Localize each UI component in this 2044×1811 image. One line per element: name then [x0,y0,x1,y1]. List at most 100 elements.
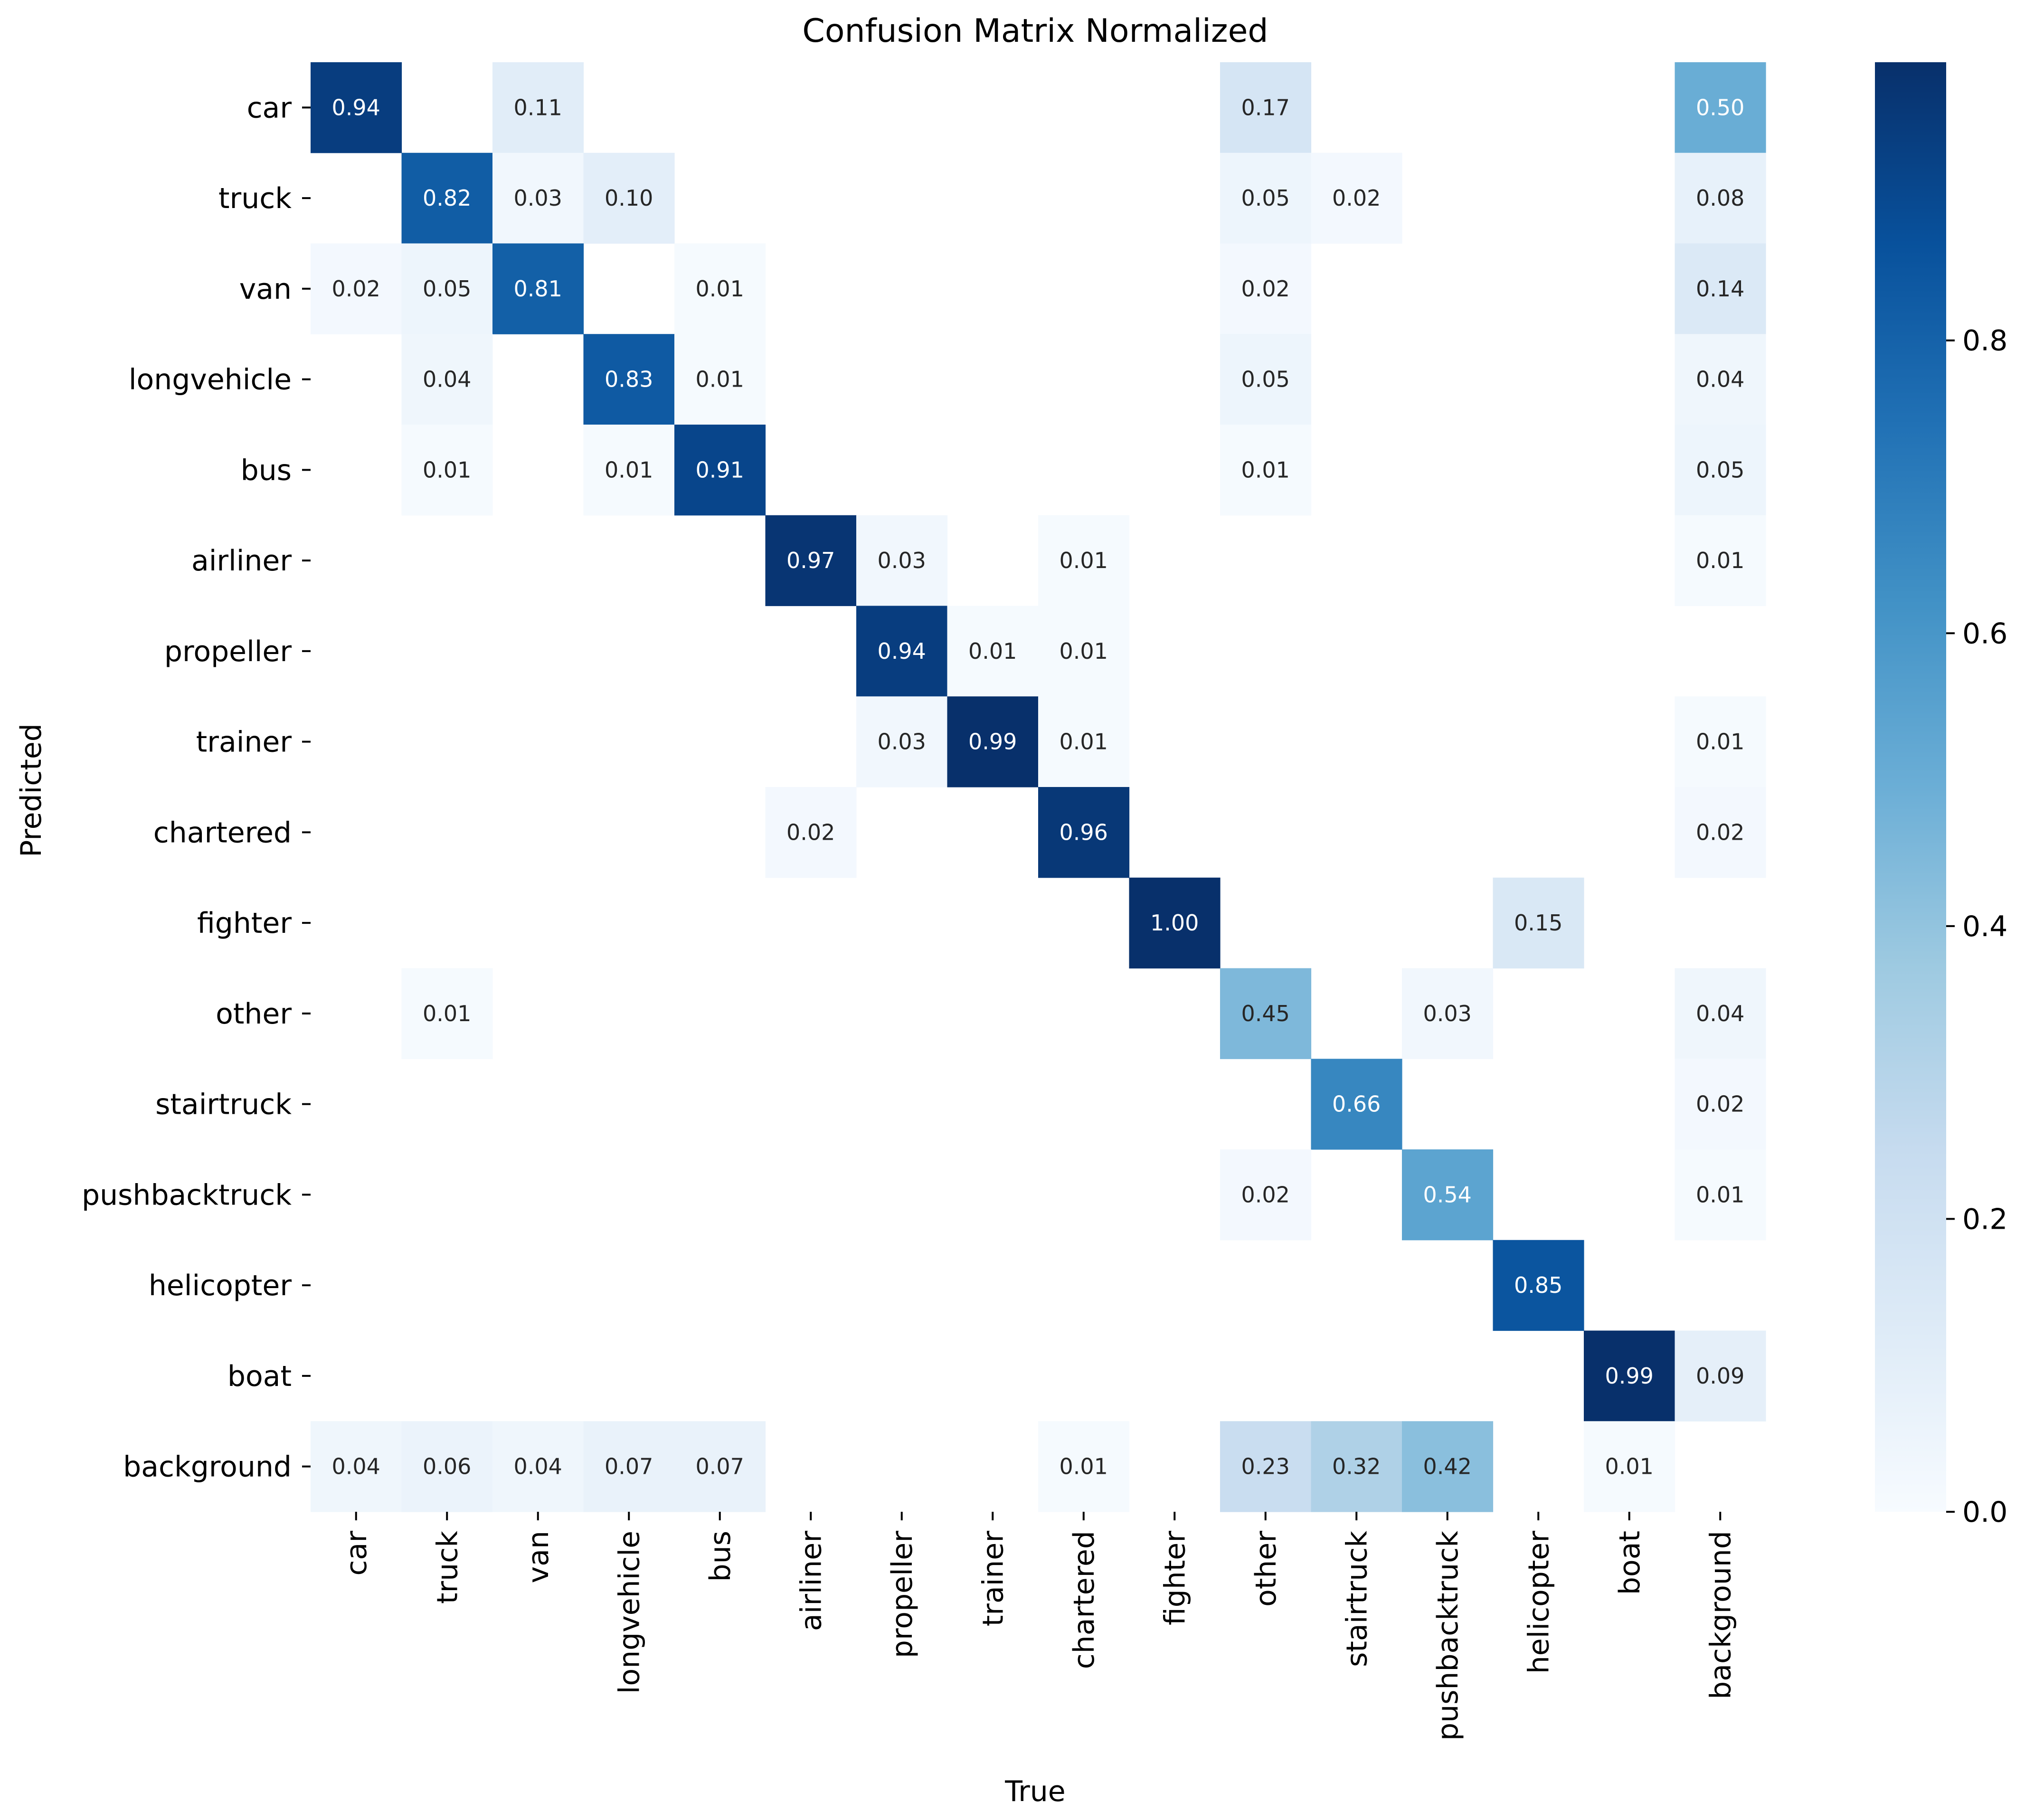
heatmap-cell-van-car [311,243,402,334]
cell-value-label: 0.54 [1423,1182,1472,1207]
y-tick-label-car: car [247,91,292,124]
heatmap-cell-background-car [311,1421,402,1512]
cell-value-label: 0.02 [1241,1182,1290,1207]
y-tick-label-other: other [216,997,292,1031]
heatmap-cell-background-bus [674,1421,766,1512]
cell-value-label: 0.97 [786,548,835,573]
cell-value-label: 0.02 [1332,185,1381,211]
cell-value-label: 0.01 [1060,1454,1108,1479]
chart-title: Confusion Matrix Normalized [802,12,1268,50]
cell-value-label: 0.05 [1696,457,1744,483]
heatmap-cell-background-other [1220,1421,1312,1512]
cell-value-label: 0.06 [423,1454,471,1479]
cell-value-label: 0.45 [1241,1001,1290,1026]
heatmap-cell-boat-background [1675,1330,1766,1422]
cell-value-label: 0.02 [786,819,835,845]
heatmap-cell-fighter-fighter [1129,877,1221,969]
cell-value-label: 0.07 [696,1454,744,1479]
cell-value-label: 0.17 [1241,95,1290,120]
cell-value-label: 0.01 [1696,548,1744,573]
heatmap-cell-pushbacktruck-background [1675,1149,1766,1241]
heatmap-cell-van-van [492,243,584,334]
y-axis-label: Predicted [15,723,48,857]
cell-value-label: 0.96 [1060,819,1108,845]
heatmap-cell-trainer-propeller [856,696,948,787]
x-tick-label-propeller: propeller [886,1531,919,1658]
cell-value-label: 0.09 [1696,1363,1744,1389]
cell-value-label: 0.01 [605,457,653,483]
cell-value-label: 0.10 [605,185,653,211]
cell-value-label: 0.03 [878,729,926,755]
x-tick-label-background: background [1704,1531,1737,1699]
cell-value-label: 0.01 [696,367,744,392]
cell-value-label: 0.99 [1605,1363,1654,1389]
cell-value-label: 0.04 [514,1454,562,1479]
colorbar-tick-label: 0.6 [1962,617,2007,650]
heatmap-cell-background-pushbacktruck [1402,1421,1494,1512]
cell-value-label: 0.01 [1696,729,1744,755]
heatmap-cell-truck-background [1675,152,1766,244]
cell-value-label: 0.03 [1423,1001,1472,1026]
heatmap-cell-longvehicle-longvehicle [583,334,675,425]
heatmap-cell-truck-other [1220,152,1312,244]
colorbar [1875,62,1946,1512]
cell-value-label: 0.42 [1423,1454,1472,1479]
heatmap-cell-background-longvehicle [583,1421,675,1512]
cell-value-label: 0.07 [605,1454,653,1479]
cell-value-label: 0.05 [1241,367,1290,392]
heatmap-cell-longvehicle-truck [401,334,493,425]
heatmap-cell-bus-truck [401,425,493,516]
cell-value-label: 0.11 [514,95,562,120]
cell-value-label: 0.94 [878,638,926,664]
heatmap-cell-van-bus [674,243,766,334]
heatmap-cell-fighter-helicopter [1493,877,1584,969]
y-tick-label-chartered: chartered [153,816,292,849]
x-tick-label-chartered: chartered [1068,1531,1101,1669]
heatmap-cell-background-stairtruck [1311,1421,1402,1512]
colorbar-tick-label: 0.4 [1962,910,2007,943]
y-tick-labels: car truck van longvehicle bus airliner propell… [82,91,311,1484]
heatmap-cell-background-truck [401,1421,493,1512]
y-tick-label-trainer: trainer [196,726,292,759]
heatmap-cell-propeller-trainer [947,606,1039,697]
cell-value-label: 0.03 [514,185,562,211]
x-tick-label-helicopter: helicopter [1522,1531,1555,1674]
cell-value-label: 0.83 [605,367,653,392]
y-tick-label-propeller: propeller [164,635,292,668]
cell-value-label: 0.01 [1605,1454,1654,1479]
y-tick-label-helicopter: helicopter [149,1269,292,1302]
y-tick-label-pushbacktruck: pushbacktruck [82,1178,292,1212]
y-tick-label-airliner: airliner [191,544,292,578]
y-tick-label-boat: boat [227,1360,292,1393]
cell-value-label: 0.02 [1696,819,1744,845]
heatmap-cell-car-other [1220,62,1312,153]
heatmap-cell-trainer-trainer [947,696,1039,787]
cell-value-label: 0.04 [1696,1001,1744,1026]
cell-value-label: 0.05 [423,276,471,302]
cell-value-label: 0.01 [968,638,1017,664]
heatmap-cell-car-car [311,62,402,153]
heatmap-cell-bus-bus [674,425,766,516]
heatmap-cell-chartered-background [1675,787,1766,878]
heatmap-cell-truck-truck [401,152,493,244]
y-tick-label-background: background [123,1451,292,1484]
heatmap-cell-chartered-chartered [1038,787,1130,878]
cell-value-label: 0.02 [332,276,380,302]
x-tick-label-boat: boat [1613,1531,1647,1595]
heatmap-cell-background-chartered [1038,1421,1130,1512]
cell-value-label: 0.05 [1241,185,1290,211]
cell-value-label: 0.01 [423,1001,471,1026]
colorbar-tick-label: 0.0 [1962,1496,2007,1529]
x-tick-label-van: van [522,1531,555,1583]
y-tick-label-van: van [239,273,292,306]
cell-value-label: 0.82 [423,185,471,211]
cell-value-label: 1.00 [1150,910,1199,936]
cell-value-label: 0.04 [423,367,471,392]
colorbar-tick-label: 0.8 [1962,324,2007,358]
heatmap-cell-longvehicle-other [1220,334,1312,425]
heatmap-cell-airliner-airliner [765,515,857,607]
y-tick-label-fighter: fighter [197,907,292,940]
x-tick-label-stairtruck: stairtruck [1340,1531,1373,1667]
cell-value-label: 0.14 [1696,276,1744,302]
heatmap-cell-car-background [1675,62,1766,153]
